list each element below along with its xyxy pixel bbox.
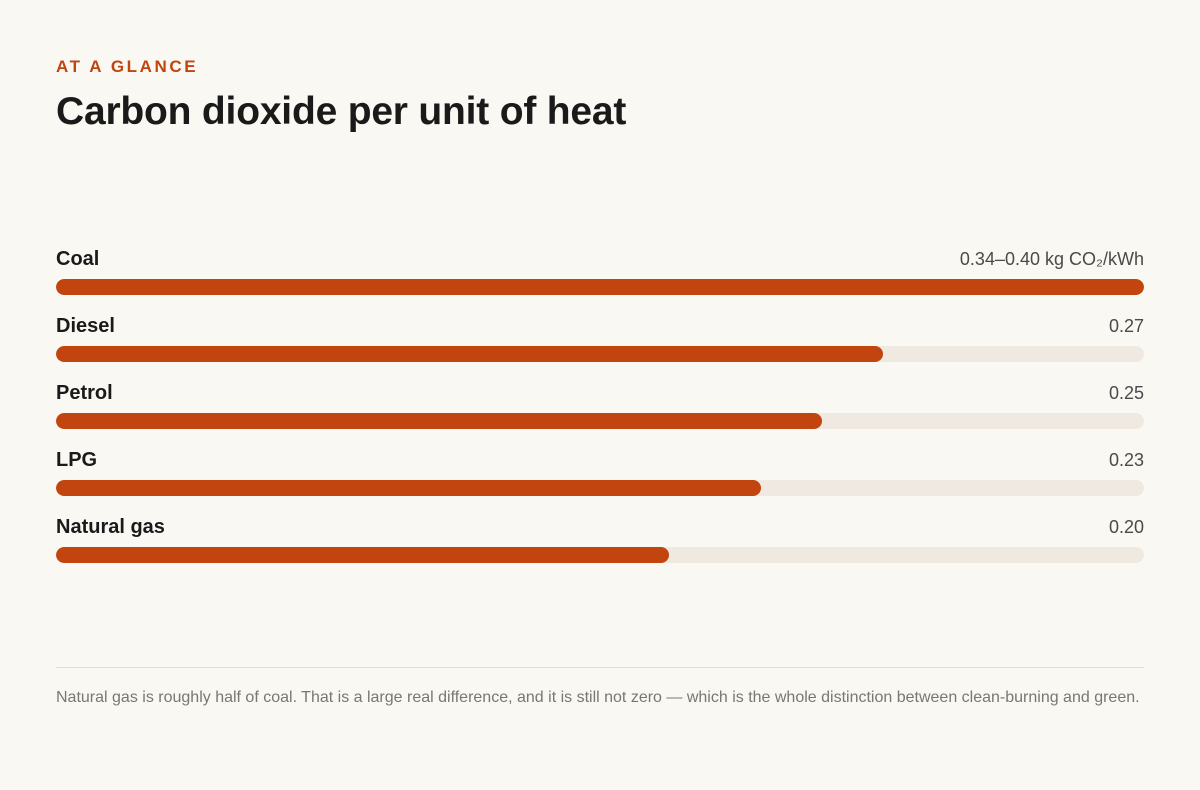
bar-row-diesel: Diesel 0.27 xyxy=(56,313,1144,380)
bar-label-lpg: LPG xyxy=(56,449,98,471)
bar-track-natural-gas xyxy=(56,547,1144,563)
bar-natural-gas xyxy=(56,547,669,563)
bar-row-natural-gas: Natural gas 0.20 xyxy=(56,514,1144,581)
bar-row-lpg: LPG 0.23 xyxy=(56,447,1144,514)
bar-row-header: LPG 0.23 xyxy=(56,447,1144,475)
bar-row-petrol: Petrol 0.25 xyxy=(56,380,1144,447)
bar-row-coal: Coal 0.34–0.40 kg CO₂/kWh xyxy=(56,246,1144,313)
bar-track-lpg xyxy=(56,480,1144,496)
bar-lpg xyxy=(56,480,761,496)
bar-value-natural-gas: 0.20 xyxy=(1108,517,1144,537)
bar-label-diesel: Diesel xyxy=(56,315,115,337)
bar-row-header: Natural gas 0.20 xyxy=(56,514,1144,542)
bar-value-petrol: 0.25 xyxy=(1108,383,1144,403)
bar-coal xyxy=(56,279,1144,295)
bar-value-coal: 0.34–0.40 kg CO₂/kWh xyxy=(959,249,1144,269)
bar-label-natural-gas: Natural gas xyxy=(56,516,165,538)
bar-value-diesel: 0.27 xyxy=(1108,316,1144,336)
bar-petrol xyxy=(56,413,823,429)
bar-row-header: Petrol 0.25 xyxy=(56,380,1144,408)
bar-diesel xyxy=(56,346,884,362)
bar-chart: Coal 0.34–0.40 kg CO₂/kWh Diesel 0.27 Petrol… xyxy=(56,246,1144,581)
bar-row-header: Coal 0.34–0.40 kg CO₂/kWh xyxy=(56,246,1144,274)
bar-value-lpg: 0.23 xyxy=(1108,450,1144,470)
bar-label-coal: Coal xyxy=(56,248,100,270)
bar-track-petrol xyxy=(56,413,1144,429)
divider xyxy=(56,667,1144,668)
chart-title: Carbon dioxide per unit of heat xyxy=(56,90,627,133)
bar-label-petrol: Petrol xyxy=(56,382,113,404)
bar-track-coal xyxy=(56,279,1144,295)
bar-row-header: Diesel 0.27 xyxy=(56,313,1144,341)
footnote: Natural gas is roughly half of coal. Tha… xyxy=(56,689,1140,706)
eyebrow-label: AT A GLANCE xyxy=(56,57,199,76)
bar-track-diesel xyxy=(56,346,1144,362)
